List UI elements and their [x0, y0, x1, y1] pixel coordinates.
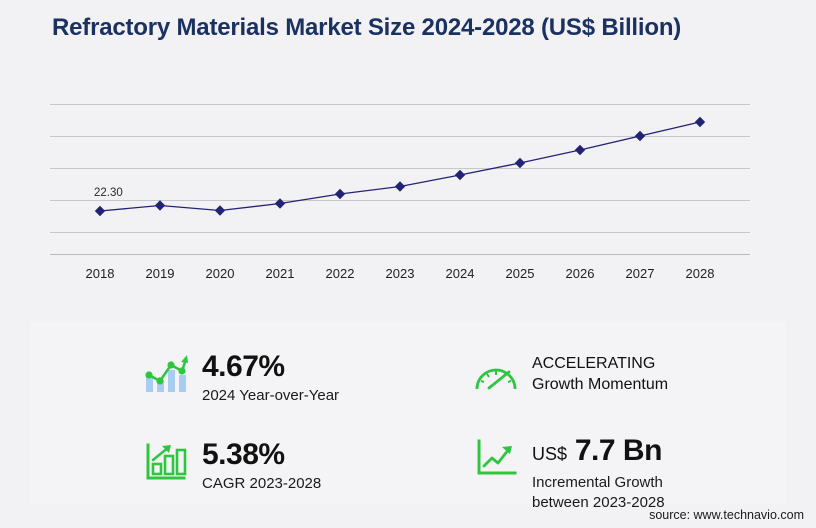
stat-currency: US$	[532, 444, 568, 464]
stat-yoy: 4.67% 2024 Year-over-Year	[140, 350, 339, 406]
gridline	[50, 200, 750, 201]
line-chart-arrow-icon	[470, 434, 522, 482]
stat-value: 4.67%	[202, 350, 285, 383]
data-point-marker	[154, 200, 166, 211]
x-tick-label: 2027	[625, 266, 655, 281]
gridline	[50, 104, 750, 105]
bar-chart-arrow-icon	[140, 438, 192, 486]
stat-value: 5.38%	[202, 438, 285, 471]
data-point-marker	[574, 144, 586, 156]
chart-plot-area: 22.30	[50, 104, 750, 255]
x-tick-label: 2024	[445, 266, 475, 281]
data-point-marker	[514, 157, 526, 169]
stat-text: ACCELERATING Growth Momentum	[532, 352, 668, 395]
gridline	[50, 232, 750, 233]
stats-panel: 4.67% 2024 Year-over-Year 5.38% CAGR 202…	[30, 322, 786, 511]
stat-amount: 7.7 Bn	[574, 434, 663, 467]
stat-line1: ACCELERATING	[532, 355, 656, 372]
x-tick-label: 2026	[565, 266, 595, 281]
x-tick-label: 2028	[685, 266, 715, 281]
x-axis-line	[50, 254, 750, 255]
data-point-marker	[454, 169, 466, 181]
data-point-marker	[214, 205, 226, 216]
stat-line2: between 2023-2028	[532, 494, 665, 511]
x-tick-label: 2019	[145, 266, 175, 281]
source-credit: source: www.technavio.com	[649, 508, 804, 522]
data-point-label: 22.30	[94, 187, 123, 199]
data-point-marker	[394, 181, 406, 192]
data-point-marker	[334, 188, 346, 200]
stat-line1: Incremental Growth	[532, 474, 663, 491]
stat-text: 5.38% CAGR 2023-2028	[202, 438, 321, 494]
x-axis-labels: 2018 2019 2020 2021 2022 2023 2024 2025 2026 2027…	[50, 266, 750, 288]
stat-caption: CAGR 2023-2028	[202, 475, 322, 492]
data-point-marker	[94, 205, 106, 217]
speedometer-icon	[470, 352, 522, 400]
page-title: Refractory Materials Market Size 2024-20…	[52, 14, 682, 41]
stat-value: US$ 7.7 Bn	[532, 435, 665, 470]
x-tick-label: 2022	[325, 266, 355, 281]
gridline	[50, 168, 750, 169]
stat-text: US$ 7.7 Bn Incremental Growth between 20…	[532, 434, 665, 513]
stat-growth-momentum: ACCELERATING Growth Momentum	[470, 352, 668, 400]
chart-series	[94, 116, 706, 217]
bar-chart-trend-icon	[140, 350, 192, 398]
stat-caption: 2024 Year-over-Year	[202, 387, 340, 404]
x-tick-label: 2018	[85, 266, 115, 281]
x-tick-label: 2021	[265, 266, 295, 281]
stat-cagr: 5.38% CAGR 2023-2028	[140, 438, 321, 494]
data-point-marker	[274, 198, 286, 209]
data-point-marker	[634, 130, 646, 142]
x-tick-label: 2020	[205, 266, 235, 281]
stat-line2: Growth Momentum	[532, 376, 669, 393]
stat-incremental-growth: US$ 7.7 Bn Incremental Growth between 20…	[470, 434, 665, 513]
data-point-marker	[694, 116, 706, 128]
stat-text: 4.67% 2024 Year-over-Year	[202, 350, 339, 406]
x-tick-label: 2023	[385, 266, 415, 281]
gridline	[50, 136, 750, 137]
line-chart: 22.30 2018 2019 2020 2021 2022 2023 2024 2025 20…	[0, 88, 816, 288]
x-tick-label: 2025	[505, 266, 535, 281]
